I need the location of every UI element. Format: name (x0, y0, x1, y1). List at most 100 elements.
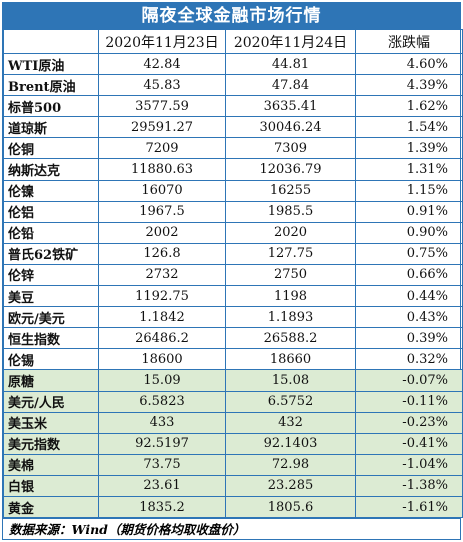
table-row: 纳斯达克 11880.63 12036.79 1.31% (3, 158, 463, 181)
header-date-1: 2020年11月23日 (98, 29, 226, 54)
table-row: 伦铅 2002 2020 0.90% (3, 221, 463, 244)
row-value-2: 6.5752 (225, 390, 356, 413)
row-name: 美豆 (3, 285, 99, 308)
row-name: 伦镍 (3, 179, 99, 202)
row-value-2: 18660 (225, 348, 356, 371)
row-value-2: 26588.2 (225, 327, 356, 350)
market-table: 2020年11月23日 2020年11月24日 涨跌幅 WTI原油 42.84 44… (3, 29, 463, 519)
row-change: 4.60% (355, 52, 463, 76)
table-row: 美元指数 92.5197 92.1403 -0.41% (3, 432, 463, 455)
table-row: 伦铝 1967.5 1985.5 0.91% (3, 200, 463, 223)
row-value-2: 15.08 (225, 369, 356, 392)
header-name (3, 29, 99, 54)
table-row: 原糖 15.09 15.08 -0.07% (3, 369, 463, 392)
table-row: WTI原油 42.84 44.81 4.60% (3, 52, 463, 76)
row-value-1: 15.09 (98, 369, 226, 392)
table-row: 伦锌 2732 2750 0.66% (3, 263, 463, 287)
table-row: Brent原油 45.83 47.84 4.39% (3, 74, 463, 97)
table-row: 美玉米 433 432 -0.23% (3, 411, 463, 434)
row-value-2: 16255 (225, 179, 356, 202)
table-row: 白银 23.61 23.285 -1.38% (3, 474, 463, 497)
row-value-2: 7309 (225, 137, 356, 160)
row-value-1: 1192.75 (98, 285, 226, 308)
table-row: 美元/人民 6.5823 6.5752 -0.11% (3, 390, 463, 413)
row-change: -0.07% (355, 369, 463, 392)
table-row: 欧元/美元 1.1842 1.1893 0.43% (3, 306, 463, 329)
row-name: 白银 (3, 474, 99, 497)
row-change: 0.66% (355, 263, 463, 287)
row-value-1: 26486.2 (98, 327, 226, 350)
row-change: 0.43% (355, 306, 463, 329)
row-change: 4.39% (355, 74, 463, 97)
row-change: -1.38% (355, 474, 463, 497)
row-name: 伦铜 (3, 137, 99, 160)
row-change: 0.90% (355, 221, 463, 244)
row-change: 1.15% (355, 179, 463, 202)
row-name: WTI原油 (3, 52, 99, 76)
row-value-1: 1.1842 (98, 306, 226, 329)
row-change: 0.32% (355, 348, 463, 371)
row-value-1: 1835.2 (98, 495, 226, 519)
row-value-1: 73.75 (98, 453, 226, 476)
row-value-2: 1.1893 (225, 306, 356, 329)
row-name: 标普500 (3, 95, 99, 118)
row-value-1: 7209 (98, 137, 226, 160)
row-name: 美棉 (3, 453, 99, 476)
table-row: 伦锡 18600 18660 0.32% (3, 348, 463, 371)
table-row: 普氏62铁矿 126.8 127.75 0.75% (3, 242, 463, 265)
row-name: 黄金 (3, 495, 99, 519)
row-value-2: 92.1403 (225, 432, 356, 455)
row-value-1: 45.83 (98, 74, 226, 97)
row-value-2: 44.81 (225, 52, 356, 76)
row-value-1: 92.5197 (98, 432, 226, 455)
table-row: 恒生指数 26486.2 26588.2 0.39% (3, 327, 463, 350)
row-value-1: 3577.59 (98, 95, 226, 118)
row-change: 0.91% (355, 200, 463, 223)
row-name: 伦铝 (3, 200, 99, 223)
row-name: 伦锡 (3, 348, 99, 371)
table-row: 道琼斯 29591.27 30046.24 1.54% (3, 116, 463, 139)
row-value-1: 6.5823 (98, 390, 226, 413)
row-name: 恒生指数 (3, 327, 99, 350)
row-value-1: 11880.63 (98, 158, 226, 181)
table-row: 伦镍 16070 16255 1.15% (3, 179, 463, 202)
table-row: 美棉 73.75 72.98 -1.04% (3, 453, 463, 476)
row-change: -0.41% (355, 432, 463, 455)
row-value-1: 2002 (98, 221, 226, 244)
row-value-1: 126.8 (98, 242, 226, 265)
table-title: 隔夜全球金融市场行情 (3, 3, 460, 29)
row-value-2: 30046.24 (225, 116, 356, 139)
row-value-2: 127.75 (225, 242, 356, 265)
header-date-2: 2020年11月24日 (225, 29, 356, 54)
row-value-1: 1967.5 (98, 200, 226, 223)
row-name: 伦锌 (3, 263, 99, 287)
row-change: -0.11% (355, 390, 463, 413)
row-value-1: 16070 (98, 179, 226, 202)
row-value-2: 72.98 (225, 453, 356, 476)
row-change: -1.04% (355, 453, 463, 476)
row-name: 道琼斯 (3, 116, 99, 139)
row-value-2: 1805.6 (225, 495, 356, 519)
row-change: -0.23% (355, 411, 463, 434)
row-value-1: 29591.27 (98, 116, 226, 139)
row-value-2: 1985.5 (225, 200, 356, 223)
row-name: 原糖 (3, 369, 99, 392)
row-change: 0.39% (355, 327, 463, 350)
row-name: 美元指数 (3, 432, 99, 455)
row-value-2: 2020 (225, 221, 356, 244)
row-name: 美元/人民 (3, 390, 99, 413)
row-change: -1.61% (355, 495, 463, 519)
row-value-1: 433 (98, 411, 226, 434)
row-value-1: 42.84 (98, 52, 226, 76)
row-value-1: 18600 (98, 348, 226, 371)
table-row: 标普500 3577.59 3635.41 1.62% (3, 95, 463, 118)
table-row: 美豆 1192.75 1198 0.44% (3, 285, 463, 308)
row-change: 0.75% (355, 242, 463, 265)
row-value-2: 12036.79 (225, 158, 356, 181)
row-value-2: 47.84 (225, 74, 356, 97)
row-name: 纳斯达克 (3, 158, 99, 181)
row-change: 1.31% (355, 158, 463, 181)
row-change: 0.44% (355, 285, 463, 308)
row-name: 美玉米 (3, 411, 99, 434)
